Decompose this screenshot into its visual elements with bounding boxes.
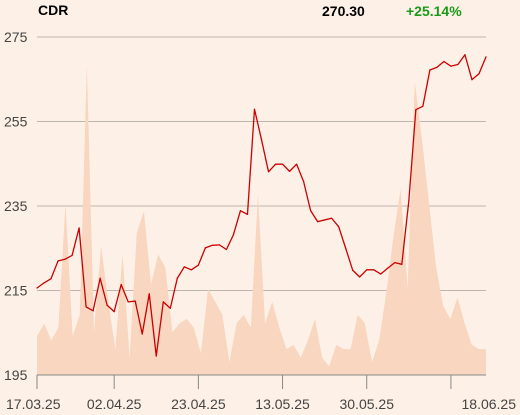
price-point — [190, 269, 192, 271]
price-point — [71, 254, 73, 257]
price-point — [239, 210, 242, 212]
price-point — [183, 266, 185, 268]
price-point — [401, 263, 403, 265]
price-point — [232, 234, 235, 236]
price-point — [485, 56, 487, 58]
price-point — [331, 217, 333, 219]
price-point — [162, 301, 164, 303]
price-point — [429, 69, 431, 71]
price-point — [204, 247, 206, 249]
price-point — [127, 301, 129, 303]
price-point — [113, 311, 115, 313]
price-point — [408, 200, 410, 202]
x-tick-label: 17.03.25 — [6, 396, 61, 412]
x-tick-label: 23.04.25 — [171, 396, 226, 412]
y-tick-label: 195 — [4, 367, 28, 383]
price-point — [92, 310, 94, 312]
price-point — [359, 276, 361, 278]
price-point — [57, 260, 59, 262]
y-tick-label: 215 — [4, 283, 28, 299]
price-point — [64, 258, 66, 260]
price-point — [267, 171, 270, 173]
price-point — [274, 163, 277, 165]
price-point — [218, 244, 221, 246]
x-tick-label: 02.04.25 — [87, 396, 142, 412]
price-point — [443, 60, 445, 63]
price-point — [148, 293, 150, 295]
price-point — [310, 210, 312, 212]
price-point — [317, 221, 319, 223]
price-point — [380, 273, 382, 275]
price-point — [78, 227, 80, 229]
price-point — [99, 277, 101, 279]
price-point — [415, 109, 417, 111]
volume-area-layer — [37, 65, 486, 375]
price-point — [43, 282, 45, 284]
quote-header: CDR 270.30 +25.14% — [0, 0, 520, 22]
price-point — [387, 267, 389, 269]
price-point — [106, 304, 108, 306]
price-point — [281, 163, 284, 165]
price-point — [211, 244, 213, 246]
x-tick-label: 13.05.25 — [255, 396, 310, 412]
price-point — [197, 264, 199, 266]
price-point — [36, 287, 38, 289]
x-tick-label: 18.06.25 — [462, 396, 517, 412]
price-point — [422, 105, 424, 107]
price-point — [141, 333, 143, 335]
price-point — [436, 66, 438, 69]
price-point — [478, 73, 480, 75]
price-point — [373, 269, 375, 271]
price-point — [288, 170, 291, 172]
y-tick-label: 275 — [4, 29, 28, 45]
price-point — [366, 269, 368, 271]
price-point — [246, 213, 249, 216]
price-change: +25.14% — [406, 3, 462, 19]
price-point — [225, 248, 228, 251]
price-point — [302, 180, 305, 183]
price-point — [253, 108, 256, 110]
axis-layer: 275 255 235 215 195 17.03.25 02.04.25 23.04.25 1… — [4, 29, 516, 412]
price-point — [134, 300, 136, 302]
price-point — [176, 277, 178, 279]
price-point — [120, 283, 122, 286]
price-point — [155, 355, 157, 357]
price-point — [260, 139, 263, 141]
price-point — [295, 163, 298, 165]
price-point — [338, 226, 340, 228]
last-price: 270.30 — [322, 3, 365, 19]
y-tick-label: 255 — [4, 114, 28, 130]
ticker-symbol: CDR — [38, 2, 69, 18]
price-point — [394, 262, 396, 264]
x-tick-label: 30.05.25 — [339, 396, 394, 412]
price-point — [50, 278, 52, 280]
y-tick-label: 235 — [4, 198, 28, 214]
price-point — [457, 63, 459, 66]
price-point — [324, 219, 326, 221]
price-point — [352, 269, 354, 271]
volume-area — [37, 65, 486, 375]
price-point — [85, 306, 87, 308]
price-point — [471, 79, 473, 81]
price-point — [450, 65, 452, 67]
price-point — [169, 307, 171, 309]
price-line-layer — [36, 54, 487, 357]
price-point — [345, 247, 347, 249]
price-point — [464, 54, 466, 56]
